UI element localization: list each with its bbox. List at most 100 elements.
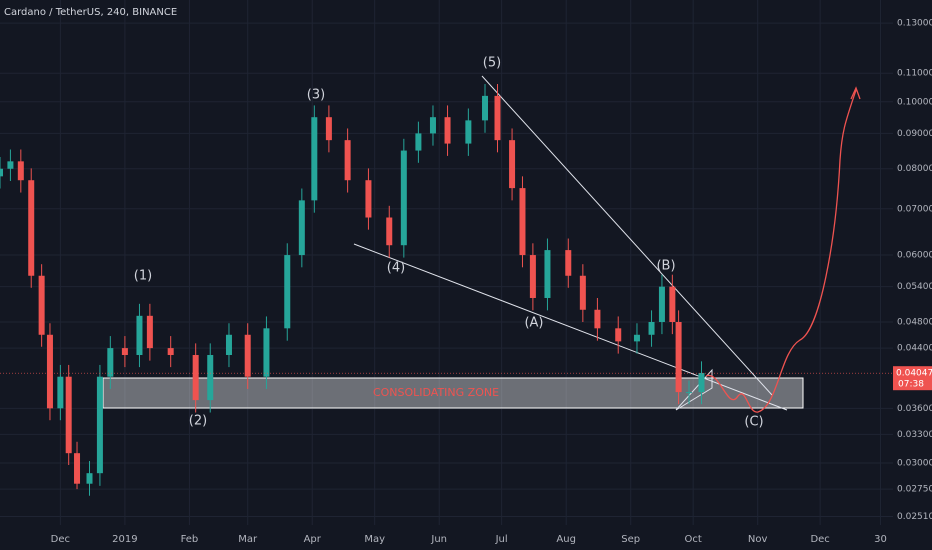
y-tick-label: 0.02750 [897, 485, 932, 495]
x-tick-label: 30 [874, 534, 887, 545]
x-tick-label: Sep [621, 534, 640, 545]
candle-body [519, 188, 526, 256]
candle-body [65, 376, 72, 454]
y-tick-label: 0.03600 [897, 404, 932, 414]
wave-label: (C) [744, 415, 763, 430]
x-tick-label: Jun [430, 534, 447, 545]
x-tick-label: Dec [51, 534, 70, 545]
candle-body [74, 453, 81, 484]
x-tick-label: Apr [304, 534, 322, 545]
wave-label: (A) [524, 316, 543, 331]
candle-body [579, 275, 586, 310]
x-tick-label: Oct [685, 534, 702, 545]
y-tick-label: 0.10000 [897, 97, 932, 107]
candle-body [284, 255, 291, 329]
candle-body [136, 315, 143, 356]
candle-body [311, 117, 318, 201]
y-tick-label: 0.11000 [897, 69, 932, 79]
candle-body [594, 309, 601, 329]
candle-body [96, 376, 103, 474]
candle-body [615, 328, 622, 342]
last-price-box [893, 366, 932, 391]
candle-body [494, 95, 501, 141]
candle-body [365, 180, 372, 218]
projection-arrow [850, 86, 861, 100]
zone-label: CONSOLIDATING ZONE [373, 386, 499, 399]
countdown: 07:38 [898, 380, 924, 390]
candle-body [0, 168, 3, 177]
y-tick-label: 0.04400 [897, 344, 932, 354]
overlay: (1) (2) (3) (4) (5) (A) (B) (C) CONSOLIDATING ZO… [134, 56, 764, 430]
x-tick-label: Dec [810, 534, 829, 545]
candle-body [415, 133, 422, 151]
wave-label: (B) [656, 259, 675, 274]
candle-body [325, 117, 332, 141]
candle-body [207, 355, 214, 401]
candle-body [565, 250, 572, 276]
x-tick-label: Nov [748, 534, 768, 545]
candle-body [648, 322, 655, 335]
candle-body [107, 348, 114, 377]
candle-body [121, 348, 128, 356]
y-tick-label: 0.13000 [897, 19, 932, 29]
candle-body [38, 275, 45, 335]
candle-body [17, 161, 24, 181]
candle-body [28, 180, 35, 276]
wave-label: (3) [307, 88, 325, 103]
x-tick-label: Feb [181, 534, 199, 545]
y-tick-label: 0.08000 [897, 164, 932, 174]
candle-body [167, 348, 174, 356]
triangle [675, 368, 713, 411]
wave-label: (5) [483, 56, 501, 71]
candle-body [244, 334, 251, 377]
candle-body [400, 150, 407, 246]
price-axis [893, 0, 932, 550]
x-tick-label: 2019 [112, 534, 137, 545]
y-tick-label: 0.05400 [897, 282, 932, 292]
y-tick-label: 0.06000 [897, 251, 932, 261]
wave-label: (2) [189, 414, 207, 429]
wave-label: (4) [387, 261, 405, 276]
trend-line [353, 243, 788, 411]
candle-body [444, 117, 451, 144]
candle-body [544, 250, 551, 298]
candle-body [509, 140, 516, 189]
y-tick-label: 0.09000 [897, 129, 932, 139]
candle-body [482, 95, 489, 121]
x-tick-label: Aug [556, 534, 576, 545]
x-tick-label: Mar [238, 534, 258, 545]
y-tick-label: 0.04800 [897, 318, 932, 328]
candle-body [669, 286, 676, 323]
candle-body [57, 376, 64, 409]
last-price-label: 0.04047 [896, 369, 932, 379]
candles [0, 84, 705, 496]
candle-body [633, 334, 640, 342]
candle-body [686, 392, 693, 394]
candle-body [46, 334, 53, 409]
candle-body [658, 286, 665, 323]
candle-body [698, 372, 705, 393]
candle-body [86, 473, 93, 484]
candle-body [298, 200, 305, 256]
chart-title: Cardano / TetherUS, 240, BINANCE [4, 7, 177, 18]
candle-body [263, 328, 270, 377]
candle-body [529, 255, 536, 298]
y-tick-label: 0.07000 [897, 204, 932, 214]
trend-line [481, 75, 773, 396]
candle-body [344, 140, 351, 181]
candle-body [429, 117, 436, 134]
candle-body [465, 120, 472, 144]
projection [705, 89, 857, 413]
candle-body [146, 315, 153, 349]
x-tick-label: Jul [495, 534, 508, 545]
y-tick-label: 0.03300 [897, 430, 932, 440]
candle-body [7, 161, 14, 169]
y-tick-label: 0.02510 [897, 512, 932, 522]
candle-body [675, 322, 682, 393]
candle-body [225, 334, 232, 356]
x-tick-label: May [364, 534, 385, 545]
wave-label: (1) [134, 269, 152, 284]
candle-body [386, 217, 393, 246]
